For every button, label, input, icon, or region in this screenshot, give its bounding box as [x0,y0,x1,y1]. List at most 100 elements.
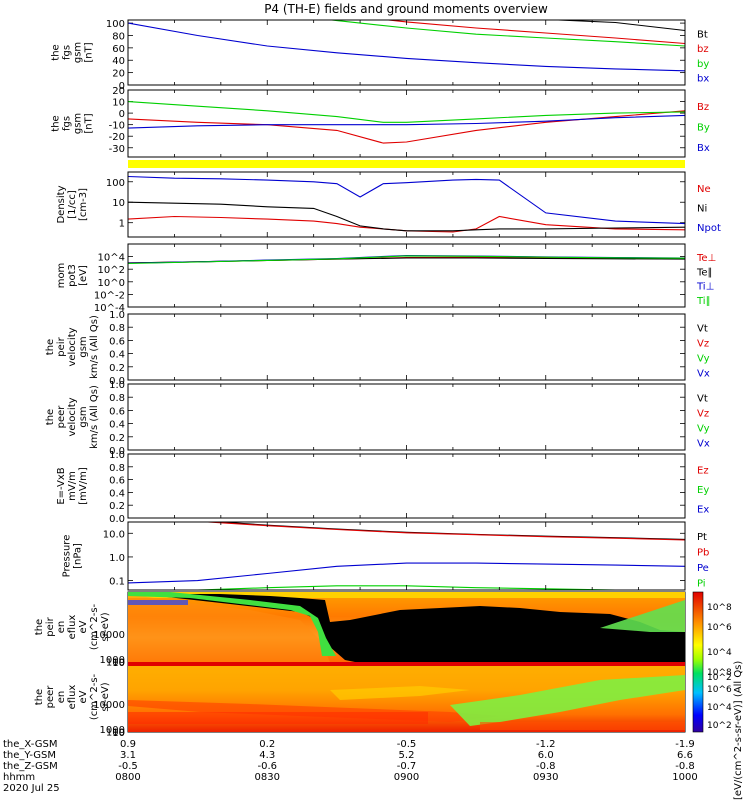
series-line-Bx [128,114,685,129]
legend-entry: Ni [697,204,707,215]
x-axis-value: -0.8 [675,761,695,772]
y-tick-label: 100 [106,178,125,189]
x-axis-value: -1.2 [536,739,556,750]
y-tick-label: 0.6 [109,336,125,347]
y-tick-label: 0 [119,81,125,92]
y-tick-label: 10^-4 [94,303,125,314]
series-line-Ni [128,201,685,232]
y-tick-label: 1000 [100,655,125,666]
y-tick-label: -10 [109,121,125,132]
y-tick-label: 0.2 [109,363,125,374]
legend-entry: Pi [697,578,706,589]
panel-density: 100 10 1 Density[1/cc][cm-3] Ne Ni Npot [56,171,721,238]
legend-entry: Vt [697,394,708,405]
y-tick-label: 1.0 [109,380,125,391]
ephemeris-label: the_X-GSM [3,739,57,750]
colorbar-tick: 10^6 [707,685,732,695]
panel-temperature: 10^410^2 10^010^-2 10^-4 mompot3[eV] Te⊥ Te∥ T… [56,243,716,314]
x-axis-value: 1000 [672,772,697,783]
y-tick-label: 0.0 [109,446,125,457]
panel-peer-velocity: 1.0 0.8 0.6 0.4 0.2 0.0 thepeervelocitygsmkm/s… [45,380,710,457]
y-tick-label: 60 [112,44,125,55]
legend-entry: bz [697,44,709,55]
colorbar-tick: 10^2 [707,673,732,683]
figure-title: P4 (TH-E) fields and ground moments over… [264,2,548,16]
y-tick-label: 0.4 [109,488,125,499]
y-axis-label: E=-VxBmV/m[mV/m] [56,467,89,505]
y-axis-label: thepeirenefluxeV(cm^2-s-sr-eV) [34,603,111,650]
x-axis-value: -0.8 [536,761,556,772]
x-axis-value: 0930 [533,772,558,783]
y-tick-label: 100 [106,19,125,30]
y-tick-label: 100 [106,658,125,669]
y-axis-label: Pressure[nPa] [62,535,84,578]
y-tick-label: 0 [119,109,125,120]
legend-entry: by [697,59,709,70]
legend-entry: Ne [697,184,711,195]
series-line-Npot [128,175,685,225]
legend-entry: Vz [697,339,709,350]
y-tick-label: 10 [112,198,125,209]
ephemeris-label: hhmm [3,772,35,783]
legend-entry: Ey [697,485,709,496]
panel-peir-velocity: 1.0 0.8 0.6 0.4 0.2 0.0 thepeirvelocitygsmkm/s… [45,310,710,387]
x-axis-value: 6.0 [538,750,554,761]
x-axis-value: 0800 [115,772,140,783]
y-tick-label: 10000 [93,700,125,711]
y-tick-label: 1 [119,219,125,230]
y-tick-label: -30 [109,144,125,155]
x-axis-value: 0.2 [259,739,275,750]
y-tick-label: 1.0 [109,450,125,461]
y-tick-label: 10^4 [98,253,125,264]
x-axis-value: 5.2 [399,750,415,761]
y-tick-label: 100 [106,728,125,739]
colorbar-tick: 10^2 [707,721,732,731]
series-line-bx [128,22,685,72]
ephemeris-label: the_Z-GSM [3,761,58,772]
y-tick-label: 40 [112,56,125,67]
x-axis-value: -0.6 [257,761,277,772]
legend-entry: Ez [697,466,709,477]
series-line-Pe [128,562,685,584]
y-tick-label: 0.4 [109,350,125,361]
y-tick-label: 0.8 [109,323,125,334]
x-axis-value: 0900 [394,772,419,783]
x-axis-ephemeris: the_X-GSM the_Y-GSM the_Z-GSM hhmm 2020 … [3,739,698,794]
y-tick-label: 20 [112,86,125,97]
y-tick-label: 80 [112,31,125,42]
y-tick-label: 10^-2 [94,290,125,301]
y-tick-label: -20 [109,132,125,143]
legend-entry: Vy [697,424,710,435]
x-axis-value: -1.9 [675,739,695,750]
legend-entry: Ex [697,504,709,515]
legend-entry: By [697,123,710,134]
y-tick-label: 0.6 [109,406,125,417]
legend-entry: Te⊥ [696,253,716,264]
y-tick-label: 1000 [100,725,125,736]
colorbar-tick: 10^6 [707,623,732,633]
y-tick-label: 1.0 [109,310,125,321]
x-axis-value: 4.3 [259,750,275,761]
y-tick-label: 0.0 [109,376,125,387]
series-line-Ti∥ [128,255,685,265]
y-tick-label: 10^0 [98,278,125,289]
colorbar-tick: 10^4 [707,648,732,658]
legend-entry: Pe [697,563,709,574]
legend-entry: Vx [697,439,710,450]
colorbar-label: [eV/(cm^2-s-sr-eV)] (All Qs) [733,661,744,800]
x-axis-value: -0.5 [118,761,138,772]
y-tick-label: 10 [112,98,125,109]
y-axis-label: thepeerenefluxeV(cm^2-s-sr-eV) [34,673,111,720]
panel-pressure: 10.0 1.0 0.1 Pressure[nPa] Pt Pb Pe Pi [62,521,709,591]
legend-entry: Ti⊥ [696,282,714,293]
legend-entry: Bz [697,102,709,113]
y-tick-label: 0.8 [109,463,125,474]
legend-entry: Bt [697,29,708,40]
y-tick-label: 0.2 [109,433,125,444]
legend-entry: Pb [697,547,709,558]
legend-entry: Pt [697,532,707,543]
legend-entry: Vt [697,324,708,335]
legend-entry: bx [697,74,709,85]
quality-flag-bar [128,160,685,168]
